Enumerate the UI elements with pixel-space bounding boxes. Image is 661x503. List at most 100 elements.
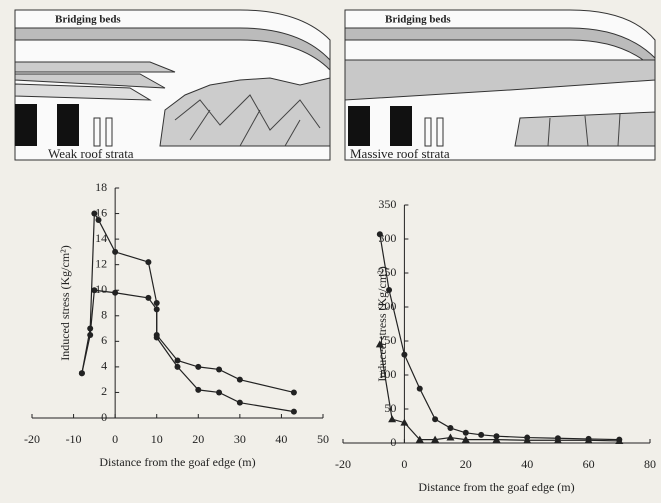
point [461, 435, 470, 443]
point [376, 231, 383, 238]
y-axis-label: Induced stress (Kg/cm²) [375, 266, 389, 382]
point [400, 418, 409, 426]
pillar [348, 106, 370, 146]
support [436, 117, 444, 147]
weak-roof-diagram: Bridging beds Weak roof strata [14, 9, 331, 161]
point [195, 363, 202, 370]
x-tick-label: 20 [460, 457, 472, 471]
point [91, 210, 98, 217]
y-tick-label: 0 [101, 410, 107, 424]
point [584, 436, 593, 444]
point [478, 431, 485, 438]
y-tick-label: 100 [378, 367, 396, 381]
y-tick-label: 18 [95, 180, 107, 194]
point [523, 436, 532, 444]
caved-rubble [159, 77, 331, 147]
stratum [344, 59, 656, 101]
support [105, 117, 113, 147]
y-tick-label: 10 [95, 282, 107, 296]
point [95, 216, 102, 223]
point [145, 294, 152, 301]
y-tick-label: 300 [378, 231, 396, 245]
pillar [57, 104, 79, 146]
point [416, 385, 423, 392]
point [112, 289, 119, 296]
stratum [14, 83, 152, 101]
y-tick-label: 250 [378, 265, 396, 279]
x-tick-label: 80 [644, 457, 656, 471]
x-tick-label: 10 [151, 432, 163, 446]
y-tick-label: 2 [101, 384, 107, 398]
y-tick-label: 8 [101, 308, 107, 322]
x-tick-label: 60 [583, 457, 595, 471]
point [216, 389, 223, 396]
stratum [14, 61, 176, 73]
series-line [379, 234, 620, 441]
x-axis-label: Distance from the goaf edge (m) [418, 480, 574, 494]
y-axis-label: Induced stress (Kg/cm²) [58, 245, 72, 361]
point [492, 435, 501, 443]
point [91, 287, 98, 294]
point [87, 331, 94, 338]
x-tick-label: 50 [317, 432, 329, 446]
y-tick-label: 16 [95, 205, 107, 219]
support [424, 117, 432, 147]
point [153, 300, 160, 306]
point [375, 340, 384, 348]
pillar [390, 106, 412, 146]
x-tick-label: 40 [521, 457, 533, 471]
series-line [81, 211, 295, 394]
point [446, 433, 455, 441]
point [153, 306, 160, 313]
pillar [15, 104, 37, 146]
diagram-label: Bridging beds [385, 14, 451, 26]
point [195, 386, 202, 393]
diagram-label: Bridging beds [55, 14, 121, 26]
stratum [14, 27, 331, 72]
point [447, 425, 454, 432]
point [290, 389, 297, 396]
series-line [81, 289, 294, 413]
point [145, 259, 152, 266]
x-tick-label: 20 [192, 432, 204, 446]
point [112, 248, 119, 255]
point [388, 415, 397, 423]
point [553, 436, 562, 444]
series-line [379, 344, 620, 442]
y-tick-label: 350 [378, 197, 396, 211]
point [153, 334, 160, 341]
y-tick-label: 150 [378, 333, 396, 347]
y-tick-label: 0 [390, 435, 396, 449]
point [290, 408, 297, 415]
x-tick-label: 0 [401, 457, 407, 471]
point [462, 429, 469, 436]
x-tick-label: -20 [24, 432, 40, 446]
point [415, 435, 424, 443]
diagram-caption: Weak roof strata [48, 146, 134, 161]
x-axis-label: Distance from the goaf edge (m) [99, 455, 255, 469]
point [431, 435, 440, 443]
point [386, 287, 393, 293]
point [236, 399, 243, 406]
diagram-caption: Massive roof strata [350, 146, 450, 161]
massive-roof-diagram: Bridging beds Massive roof strata [344, 9, 656, 161]
support [93, 117, 101, 147]
point [216, 366, 223, 373]
stratum [344, 27, 656, 72]
y-tick-label: 14 [95, 231, 107, 245]
stratum [14, 73, 166, 89]
point [174, 363, 181, 370]
rubble-lines [174, 94, 321, 147]
y-tick-label: 4 [101, 359, 107, 373]
x-tick-label: -20 [335, 457, 351, 471]
y-tick-label: 12 [95, 256, 107, 270]
point [236, 376, 243, 383]
x-tick-label: 30 [234, 432, 246, 446]
x-tick-label: 40 [275, 432, 287, 446]
point [174, 357, 181, 364]
y-tick-label: 6 [101, 333, 107, 347]
point [401, 351, 408, 358]
x-tick-label: 0 [112, 432, 118, 446]
rubble-lines [547, 113, 621, 147]
